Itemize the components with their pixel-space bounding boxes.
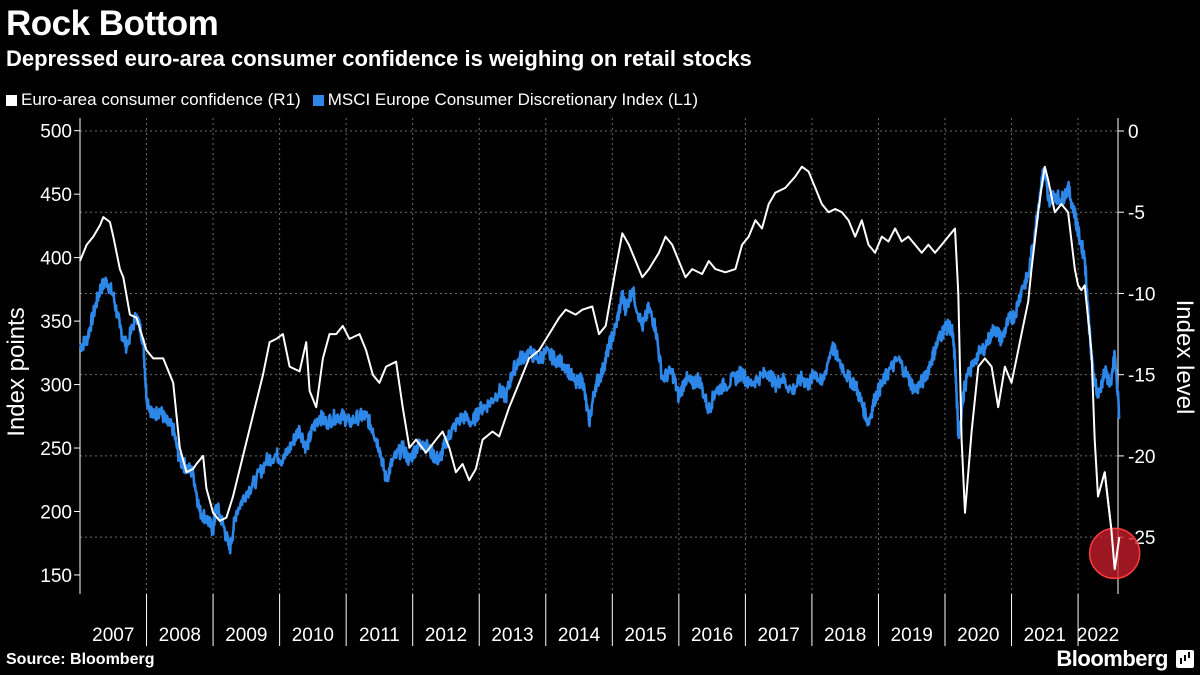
highlight-circle xyxy=(1088,527,1141,580)
right-tick-label: -20 xyxy=(1128,447,1155,468)
right-tick-label: -15 xyxy=(1128,366,1155,387)
legend-item-msci: MSCI Europe Consumer Discretionary Index… xyxy=(312,90,699,110)
msci-series-line xyxy=(79,167,1121,555)
legend-swatch-confidence xyxy=(6,94,17,106)
legend: Euro-area consumer confidence (R1) MSCI … xyxy=(6,90,710,110)
x-tick-label: 2015 xyxy=(624,625,666,646)
x-tick-label: 2022 xyxy=(1077,625,1119,646)
x-tick-label: 2012 xyxy=(425,625,467,646)
legend-label-confidence: Euro-area consumer confidence (R1) xyxy=(21,90,301,109)
source-note: Source: Bloomberg xyxy=(6,651,155,668)
x-tick-label: 2018 xyxy=(824,625,866,646)
chart-subtitle: Depressed euro-area consumer confidence … xyxy=(6,46,752,71)
bloomberg-chart-icon xyxy=(1176,650,1194,668)
series-lines xyxy=(79,165,1121,571)
right-tick-label: -10 xyxy=(1128,284,1155,305)
grid-lines xyxy=(80,118,1118,594)
x-tick-label: 2014 xyxy=(558,625,601,646)
x-tick-label: 2013 xyxy=(491,625,533,646)
legend-swatch-msci xyxy=(312,94,324,106)
x-tick-label: 2008 xyxy=(159,625,201,646)
x-tick-label: 2016 xyxy=(691,625,733,646)
confidence-tail-line xyxy=(1103,472,1121,570)
x-tick-label: 2007 xyxy=(92,625,134,646)
x-tick-label: 2017 xyxy=(758,625,800,646)
left-tick-label: 400 xyxy=(40,249,72,270)
left-tick-label: 150 xyxy=(40,566,72,587)
right-axis-label: Index level xyxy=(1171,300,1198,415)
confidence-series-line xyxy=(79,165,1121,571)
left-tick-label: 450 xyxy=(40,185,72,206)
left-tick-label: 350 xyxy=(40,312,72,333)
chart-title: Rock Bottom xyxy=(6,4,219,43)
x-tick-label: 2009 xyxy=(225,625,267,646)
x-tick-label: 2021 xyxy=(1024,625,1066,646)
tick-labels: 0-5-10-15-20-251502002503003504004505002… xyxy=(40,122,1155,646)
annotations xyxy=(1088,472,1141,580)
x-tick-label: 2019 xyxy=(891,625,933,646)
left-tick-label: 250 xyxy=(40,439,72,460)
left-axis-label: Index points xyxy=(3,307,30,436)
left-tick-label: 500 xyxy=(40,122,72,143)
left-tick-label: 200 xyxy=(40,502,72,523)
legend-item-confidence: Euro-area consumer confidence (R1) xyxy=(6,90,301,110)
right-tick-label: 0 xyxy=(1128,122,1139,143)
x-tick-label: 2011 xyxy=(359,625,400,646)
legend-label-msci: MSCI Europe Consumer Discretionary Index… xyxy=(327,90,699,109)
brand-logo: Bloomberg xyxy=(1056,646,1168,671)
x-tick-label: 2010 xyxy=(292,625,334,646)
right-tick-label: -5 xyxy=(1128,203,1145,224)
x-tick-label: 2020 xyxy=(957,625,999,646)
left-tick-label: 300 xyxy=(40,376,72,397)
